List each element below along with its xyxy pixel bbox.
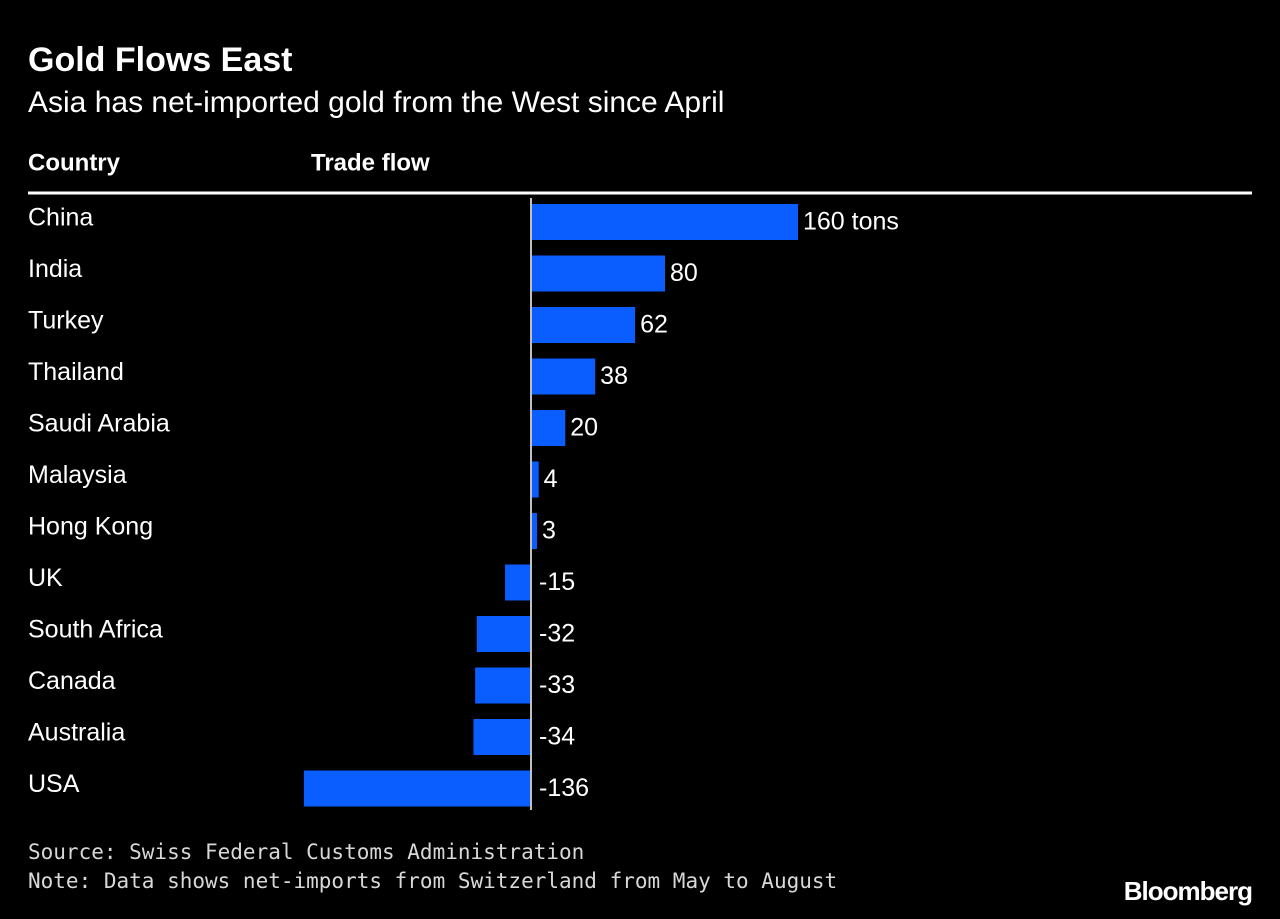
bar [532, 204, 798, 240]
bar [476, 616, 530, 652]
category-label: Hong Kong [28, 513, 153, 541]
category-label: USA [28, 770, 80, 798]
value-label: 20 [570, 414, 598, 442]
category-label: South Africa [28, 616, 163, 644]
value-label: -33 [539, 671, 575, 699]
bar [532, 513, 537, 549]
brand-logo: Bloomberg [1124, 876, 1252, 906]
bar [532, 461, 539, 498]
bar [532, 307, 636, 343]
value-label: 80 [670, 259, 698, 287]
value-label: -136 [539, 774, 589, 802]
value-label: 3 [542, 517, 556, 545]
bar [532, 255, 665, 292]
bar [532, 358, 596, 395]
category-label: Canada [28, 667, 116, 695]
bar [532, 410, 566, 446]
column-header: Trade flow [311, 149, 430, 176]
value-label: -34 [539, 723, 575, 751]
value-label: -15 [539, 568, 575, 596]
bar [475, 667, 530, 704]
bar [473, 719, 530, 755]
chart-subtitle: Asia has net-imported gold from the West… [28, 86, 724, 119]
value-label: 4 [544, 465, 558, 493]
source-note: Source: Swiss Federal Customs Administra… [28, 840, 584, 864]
category-label: Australia [28, 719, 125, 747]
chart-title: Gold Flows East [28, 41, 292, 79]
category-label: Saudi Arabia [28, 410, 170, 438]
footnote: Note: Data shows net-imports from Switze… [28, 869, 837, 893]
category-label: Turkey [28, 307, 104, 335]
category-label: China [28, 204, 93, 232]
category-label: India [28, 255, 82, 283]
bar [505, 564, 530, 601]
category-label: Thailand [28, 358, 124, 386]
value-label: -32 [539, 620, 575, 648]
category-label: UK [28, 564, 63, 592]
value-label: 160 tons [803, 208, 899, 236]
category-label: Malaysia [28, 461, 127, 489]
bar [303, 770, 530, 807]
value-label: 62 [640, 311, 668, 339]
column-header: Country [28, 149, 121, 176]
value-label: 38 [600, 362, 628, 390]
